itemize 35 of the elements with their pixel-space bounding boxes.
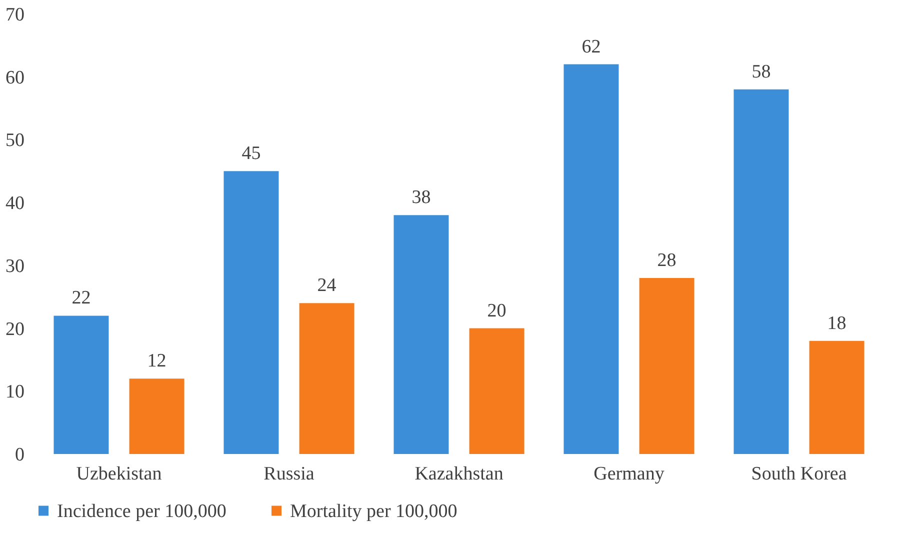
data-label: 62: [582, 36, 601, 58]
y-tick-label: 70: [6, 4, 24, 26]
bar: [54, 316, 109, 454]
data-label: 18: [827, 312, 846, 334]
bar: [469, 328, 524, 454]
data-label: 28: [657, 250, 676, 271]
y-tick-label: 40: [6, 193, 24, 214]
bar: [394, 215, 449, 454]
data-label: 58: [752, 61, 771, 82]
x-tick-label: Kazakhstan: [414, 464, 504, 484]
legend-label: Incidence per 100,000: [57, 500, 226, 522]
x-tick-label: South Korea: [751, 464, 848, 484]
data-label: 24: [317, 275, 337, 296]
bar: [809, 340, 864, 454]
bar: [299, 303, 354, 454]
bar: [639, 278, 694, 454]
bar: [224, 171, 279, 454]
data-label: 45: [242, 143, 261, 164]
y-tick-label: 60: [6, 67, 24, 88]
x-tick-label: Uzbekistan: [76, 464, 162, 484]
data-label: 12: [147, 350, 166, 372]
y-tick-label: 50: [6, 130, 24, 152]
bar: [129, 378, 184, 454]
x-tick-label: Germany: [594, 464, 665, 484]
data-label: 20: [487, 300, 506, 322]
data-label: 38: [412, 187, 431, 208]
x-tick-label: Russia: [264, 464, 315, 484]
y-tick-label: 10: [6, 382, 24, 403]
y-tick-label: 0: [15, 444, 24, 466]
bar: [734, 89, 789, 454]
bar: [564, 64, 619, 454]
legend-label: Mortality per 100,000: [290, 500, 458, 522]
y-tick-label: 20: [6, 318, 24, 340]
y-tick-label: 30: [6, 256, 24, 277]
data-label: 22: [72, 288, 91, 309]
